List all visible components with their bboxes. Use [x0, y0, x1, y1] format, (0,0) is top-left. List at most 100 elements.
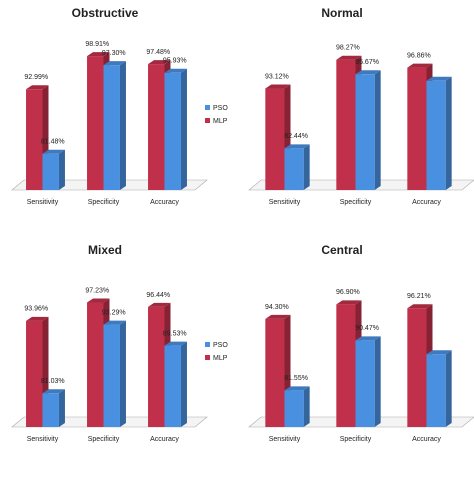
bar-side	[374, 70, 381, 190]
bar-side	[303, 386, 310, 427]
x-tick-label: Sensitivity	[269, 436, 301, 443]
bar-top	[42, 389, 65, 394]
bar	[355, 74, 375, 190]
bar-top	[87, 52, 110, 57]
bar	[336, 304, 356, 427]
x-tick-label: Sensitivity	[27, 199, 59, 206]
value-label: 81.03%	[41, 378, 65, 385]
legend-swatch	[205, 105, 210, 110]
value-label: 98.91%	[85, 41, 109, 48]
bar-side	[445, 350, 452, 427]
bar-side	[58, 149, 65, 190]
bar-top	[148, 60, 171, 65]
value-label: 97.23%	[85, 287, 109, 294]
bar	[103, 65, 120, 190]
x-tick-label: Accuracy	[412, 199, 441, 206]
value-label: 81.48%	[41, 139, 65, 146]
value-label: 82.44%	[284, 133, 308, 140]
bar	[355, 340, 375, 427]
bar-top	[164, 68, 187, 73]
bar	[148, 64, 165, 190]
value-label: 93.96%	[24, 306, 48, 313]
bar-side	[303, 144, 310, 190]
bar-top	[336, 55, 362, 60]
bar	[148, 306, 165, 427]
bar-top	[164, 341, 187, 346]
legend-swatch	[205, 118, 210, 123]
value-label: 90.47%	[355, 325, 379, 332]
legend-swatch	[205, 342, 210, 347]
bar-side	[119, 61, 126, 191]
value-label: 97.48%	[146, 49, 170, 56]
bar-top	[284, 386, 310, 391]
bar-top	[26, 316, 49, 321]
legend-swatch	[205, 355, 210, 360]
chart-title: Normal	[321, 6, 362, 20]
value-label: 96.90%	[336, 289, 360, 296]
x-tick-label: Accuracy	[150, 436, 179, 443]
bar-top	[148, 302, 171, 307]
value-label: 81.55%	[284, 375, 308, 382]
bar-top	[355, 70, 381, 75]
bar	[164, 72, 181, 190]
bar	[407, 67, 427, 190]
bar	[164, 345, 181, 427]
chart-panel: Normal Sensitivity 93.12% 82.44% Specificity…	[248, 6, 474, 206]
x-tick-label: Sensitivity	[269, 199, 301, 206]
bar	[407, 308, 427, 427]
value-label: 93.29%	[102, 309, 126, 316]
bar-top	[103, 320, 126, 325]
bar-top	[336, 300, 362, 305]
bar-side	[119, 320, 126, 427]
x-tick-label: Accuracy	[412, 436, 441, 443]
x-tick-label: Accuracy	[150, 199, 179, 206]
bar-side	[180, 68, 187, 190]
bar-top	[407, 63, 433, 68]
value-label: 98.27%	[336, 45, 360, 52]
bar-top	[355, 336, 381, 341]
bar	[265, 88, 285, 190]
bar-top	[284, 144, 310, 149]
value-label: 97.30%	[102, 50, 126, 57]
bar	[284, 390, 304, 427]
bar	[265, 318, 285, 427]
chart-title: Obstructive	[72, 6, 139, 20]
x-tick-label: Sensitivity	[27, 436, 59, 443]
legend-label: MLP	[213, 118, 228, 125]
value-label: 96.86%	[407, 52, 431, 59]
bar-top	[426, 350, 452, 355]
bar-side	[445, 76, 452, 190]
bar-top	[42, 149, 65, 154]
value-label: 89.53%	[163, 330, 187, 337]
bar-side	[58, 389, 65, 427]
legend-label: PSO	[213, 342, 228, 349]
bar-top	[87, 298, 110, 303]
chart-panel: Obstructive Sensitivity 92.99% 81.48% Specif…	[11, 6, 228, 206]
bar-top	[265, 84, 291, 89]
bar-top	[265, 314, 291, 319]
value-label: 92.99%	[24, 74, 48, 81]
value-label: 94.30%	[265, 304, 289, 311]
bar-top	[26, 85, 49, 90]
legend-label: MLP	[213, 355, 228, 362]
bar	[87, 56, 104, 190]
bar	[42, 153, 59, 190]
value-label: 95.67%	[355, 59, 379, 66]
x-tick-label: Specificity	[88, 199, 120, 206]
bar-side	[180, 341, 187, 427]
chart-panel: Mixed Sensitivity 93.96% 81.03% Specificity 9…	[11, 243, 228, 443]
bar-top	[426, 76, 452, 81]
value-label: 96.44%	[146, 292, 170, 299]
x-tick-label: Specificity	[88, 436, 120, 443]
bar-top	[407, 304, 433, 309]
bar	[284, 148, 304, 190]
value-label: 96.21%	[407, 293, 431, 300]
bar	[42, 393, 59, 427]
x-tick-label: Specificity	[340, 199, 372, 206]
x-tick-label: Specificity	[340, 436, 372, 443]
chart-title: Mixed	[88, 243, 122, 257]
value-label: 93.12%	[265, 73, 289, 80]
bar-top	[103, 61, 126, 66]
chart-panel: Central Sensitivity 94.30% 81.55% Specificit…	[248, 243, 474, 443]
